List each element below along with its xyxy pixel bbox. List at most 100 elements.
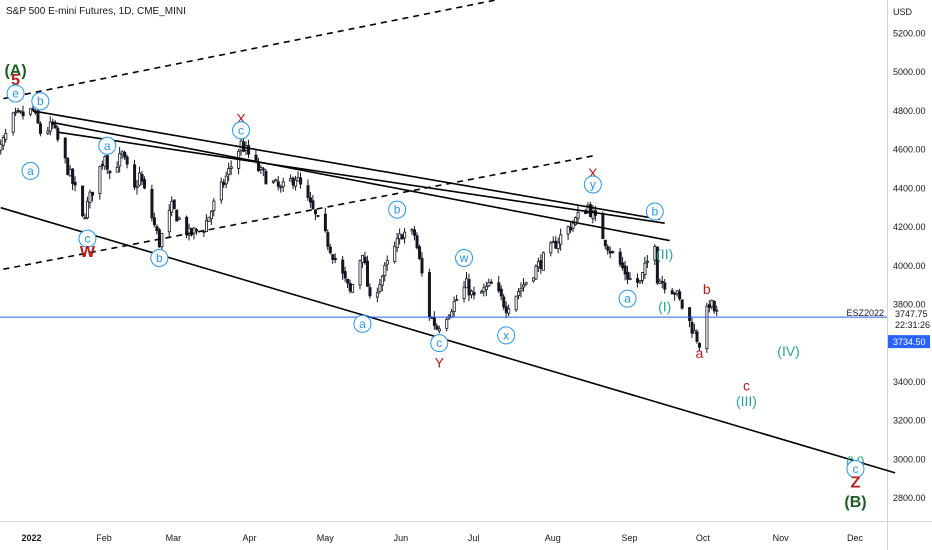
candle-body [601,214,605,240]
candle-body [313,209,317,215]
y-tick-label: 3400.00 [893,377,926,387]
candle [4,128,8,143]
candle-body [281,181,285,188]
candle-body [445,318,449,329]
candle-body [645,260,649,263]
candle-body [430,317,434,320]
y-tick-label: 4000.00 [893,261,926,271]
candle [202,229,206,237]
candle-body [155,226,159,232]
x-tick-label: Jun [394,533,409,543]
x-tick-label: Apr [242,533,256,543]
last-price-text: 3747.75 [895,309,928,319]
candle-body [626,271,630,280]
candle-body [678,291,682,300]
candle [618,248,622,268]
candle [115,161,119,173]
candle-body [378,284,382,292]
candle-body [695,331,699,342]
candle [712,300,716,314]
y-tick-label: 4600.00 [893,145,926,155]
candle [14,107,18,117]
candle-body [531,277,535,282]
candle-body [170,201,174,213]
candle [628,272,632,280]
y-tick-label: 4800.00 [893,106,926,116]
x-tick-label: 2022 [22,533,42,543]
wave-label: w [455,249,474,268]
candle [549,240,553,257]
candle [497,276,501,293]
symbol-tag: ESZ2022 [846,308,884,318]
wave-label-text: w [459,251,469,265]
candle [326,229,330,251]
candle [645,255,649,269]
candle [36,107,40,125]
candle [385,255,389,271]
candle-body [291,177,295,186]
candle-body [326,232,330,247]
candle [294,175,298,191]
candle-body [361,254,365,263]
candle-body [46,130,50,134]
candle [299,172,303,189]
candle [175,209,179,222]
trendline-group [0,0,896,474]
candle [323,207,327,233]
candle [467,273,471,302]
candle-body [574,217,578,226]
wave-label: W [80,244,96,261]
candle-body [98,165,102,194]
candle [66,157,70,176]
chart-title: S&P 500 E-mini Futures, 1D, CME_MINI [6,6,186,17]
candle-body [21,111,25,117]
candle-body [395,238,399,249]
candle-body [247,145,251,155]
candle-body [541,252,545,271]
candle [413,226,417,241]
candle [21,105,25,120]
candle [487,278,491,288]
candle-body [296,177,300,182]
candle [484,281,488,297]
wave-label-text: a [359,317,366,331]
candle-body [554,240,558,249]
candle-body [415,235,419,249]
candle-body [323,213,327,232]
candle [229,160,233,176]
candle [395,232,399,253]
wave-label-text: c [84,232,90,246]
wave-label: c [430,334,449,353]
candle [655,246,659,285]
candle [316,214,320,218]
candle [98,165,102,200]
candle [346,278,350,289]
x-tick-label: Dec [847,533,864,543]
x-tick-label: Nov [773,533,790,543]
candle [259,165,263,175]
candle [155,224,159,235]
wave-label: b [150,249,169,268]
candle-body [150,188,154,219]
wave-label-text: b [703,281,711,297]
candle [514,295,518,313]
candle-body [224,175,228,185]
candle [351,283,355,293]
candle-body [641,272,645,281]
candle [313,209,317,221]
candle-body [398,233,402,240]
wave-label-circle [78,229,97,248]
candle [311,194,315,210]
candle-body [157,229,161,247]
wave-label-text: 5 [11,72,20,89]
candle [522,278,526,292]
x-axis[interactable]: 2022 Feb Mar Apr May Jun Jul Aug Sep Oct Nov Dec [22,533,864,543]
candle-body [636,278,640,283]
wave-label: c [232,121,251,140]
candle-body [383,264,387,276]
candle-body [375,292,379,298]
candle-body [697,342,701,348]
candle [435,323,439,331]
